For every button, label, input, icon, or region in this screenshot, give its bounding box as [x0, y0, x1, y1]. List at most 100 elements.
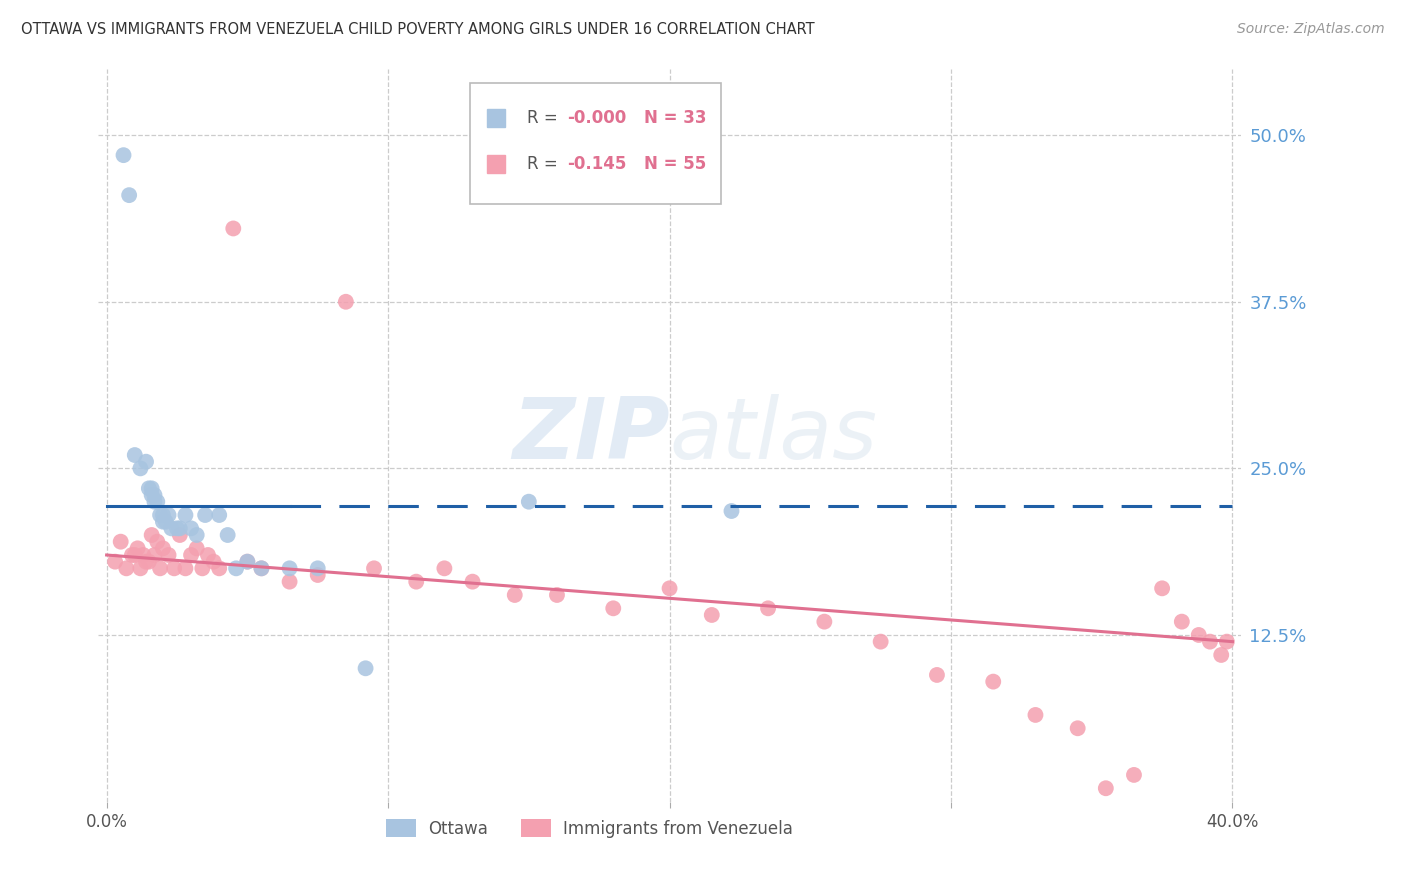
Point — [143, 488, 166, 502]
Point — [143, 494, 166, 508]
Text: N = 33: N = 33 — [644, 109, 707, 127]
Point — [124, 548, 146, 562]
Point — [157, 508, 180, 522]
Text: atlas: atlas — [669, 393, 877, 476]
Point — [1152, 582, 1174, 596]
Point — [517, 494, 540, 508]
Point — [163, 561, 186, 575]
Point — [700, 607, 723, 622]
Point — [180, 521, 202, 535]
Point — [433, 561, 456, 575]
FancyBboxPatch shape — [470, 83, 721, 204]
Point — [138, 555, 160, 569]
Point — [152, 508, 174, 522]
Point — [186, 528, 208, 542]
Text: -0.000: -0.000 — [567, 109, 626, 127]
Point — [546, 588, 568, 602]
Point — [157, 548, 180, 562]
Point — [307, 561, 329, 575]
Point — [1188, 628, 1211, 642]
Point — [208, 561, 231, 575]
Point — [155, 515, 177, 529]
Point — [1211, 648, 1233, 662]
Point — [166, 521, 188, 535]
Text: OTTAWA VS IMMIGRANTS FROM VENEZUELA CHILD POVERTY AMONG GIRLS UNDER 16 CORRELATI: OTTAWA VS IMMIGRANTS FROM VENEZUELA CHIL… — [21, 22, 814, 37]
Point — [146, 494, 169, 508]
Point — [236, 555, 259, 569]
Point — [143, 548, 166, 562]
Point — [354, 661, 377, 675]
Point — [720, 504, 742, 518]
Point — [981, 674, 1004, 689]
Point — [1095, 781, 1118, 796]
Point — [1216, 634, 1239, 648]
Point — [208, 508, 231, 522]
Point — [756, 601, 779, 615]
Text: ZIP: ZIP — [512, 393, 669, 476]
Point — [236, 555, 259, 569]
Text: Source: ZipAtlas.com: Source: ZipAtlas.com — [1237, 22, 1385, 37]
Point — [127, 541, 149, 556]
Point — [121, 548, 143, 562]
Text: N = 55: N = 55 — [644, 155, 707, 173]
Point — [115, 561, 138, 575]
Point — [278, 561, 301, 575]
Point — [1123, 768, 1146, 782]
Point — [602, 601, 624, 615]
Point — [278, 574, 301, 589]
Point — [110, 534, 132, 549]
Point — [869, 634, 891, 648]
Point — [141, 528, 163, 542]
Point — [194, 508, 217, 522]
Point — [1066, 721, 1088, 735]
Point — [132, 548, 155, 562]
Legend: Ottawa, Immigrants from Venezuela: Ottawa, Immigrants from Venezuela — [380, 813, 800, 845]
Point — [152, 515, 174, 529]
Point — [160, 521, 183, 535]
Point — [118, 188, 141, 202]
Text: R =: R = — [527, 155, 568, 173]
Point — [169, 528, 191, 542]
Point — [141, 488, 163, 502]
Point — [152, 541, 174, 556]
Point — [149, 508, 172, 522]
Point — [141, 481, 163, 495]
Point — [461, 574, 484, 589]
Point — [149, 561, 172, 575]
Point — [169, 521, 191, 535]
Point — [1199, 634, 1222, 648]
Point — [307, 568, 329, 582]
Point — [191, 561, 214, 575]
Point — [250, 561, 273, 575]
Point — [129, 561, 152, 575]
Point — [405, 574, 427, 589]
Point — [104, 555, 127, 569]
Point — [146, 534, 169, 549]
Point — [658, 582, 681, 596]
Point — [112, 148, 135, 162]
Point — [129, 461, 152, 475]
Point — [222, 221, 245, 235]
Point — [925, 668, 948, 682]
Point — [217, 528, 239, 542]
Point — [186, 541, 208, 556]
Point — [1024, 708, 1046, 723]
Text: R =: R = — [527, 109, 562, 127]
Point — [250, 561, 273, 575]
Point — [138, 481, 160, 495]
Point — [174, 508, 197, 522]
Point — [135, 555, 157, 569]
Point — [363, 561, 385, 575]
Point — [225, 561, 247, 575]
Text: -0.145: -0.145 — [567, 155, 626, 173]
Point — [197, 548, 219, 562]
Point — [135, 455, 157, 469]
Point — [335, 294, 357, 309]
Point — [180, 548, 202, 562]
Point — [124, 448, 146, 462]
Point — [813, 615, 835, 629]
Point — [202, 555, 225, 569]
Point — [174, 561, 197, 575]
Point — [1171, 615, 1194, 629]
Point — [503, 588, 526, 602]
